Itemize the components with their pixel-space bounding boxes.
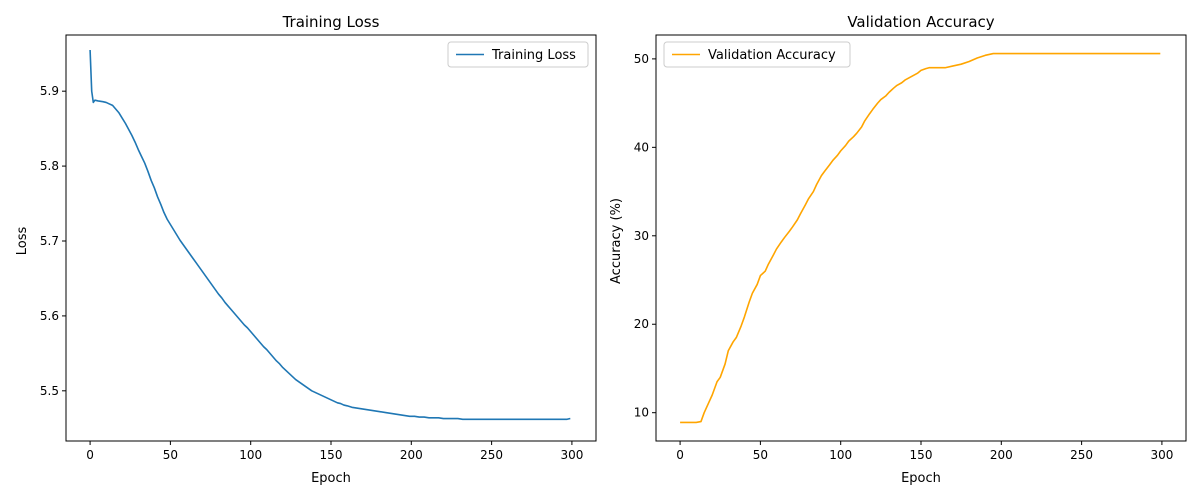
plot-area: 0 50 100 150 200 250 300 10 20 30 40 50 Validation A…: [634, 34, 1187, 462]
x-axis-label: Epoch: [311, 471, 351, 486]
training-loss-panel: Training Loss Epoch Loss 0 50 100 150 200 250…: [15, 13, 597, 486]
x-axis-label: Epoch: [901, 471, 941, 486]
x-tick-label: 200: [400, 448, 423, 462]
series-line: [680, 52, 1161, 424]
legend-box: [447, 41, 589, 68]
x-tick-label: 0: [676, 448, 684, 462]
x-tick-label: 100: [239, 448, 262, 462]
x-tick-label: 250: [480, 448, 503, 462]
y-axis-label: Accuracy (%): [609, 198, 624, 284]
y-tick-label: 5.5: [40, 384, 59, 398]
x-tick-label: 150: [320, 448, 343, 462]
y-tick-label: 30: [634, 229, 649, 243]
x-tick-label: 150: [910, 448, 933, 462]
x-tick-label: 100: [829, 448, 852, 462]
y-tick-label: 40: [634, 140, 649, 154]
y-tick-label: 5.6: [40, 309, 59, 323]
y-axis-label: Loss: [15, 227, 30, 256]
series-line: [89, 49, 571, 421]
y-tick-label: 5.7: [40, 234, 59, 248]
y-tick-label: 50: [634, 52, 649, 66]
axes-frame: [655, 34, 1187, 442]
x-tick-label: 0: [86, 448, 94, 462]
y-tick-label: 10: [634, 406, 649, 420]
x-tick-label: 50: [163, 448, 178, 462]
x-tick-label: 50: [753, 448, 768, 462]
x-tick-label: 250: [1070, 448, 1093, 462]
validation-accuracy-panel: Validation Accuracy Epoch Accuracy (%) 0…: [609, 13, 1187, 486]
chart-title: Validation Accuracy: [847, 13, 994, 31]
y-tick-label: 20: [634, 317, 649, 331]
chart-title: Training Loss: [282, 13, 380, 31]
y-tick-label: 5.9: [40, 84, 59, 98]
legend-box: [663, 41, 851, 68]
x-tick-label: 300: [560, 448, 583, 462]
x-tick-label: 200: [990, 448, 1013, 462]
y-tick-label: 5.8: [40, 159, 59, 173]
plot-area: 0 50 100 150 200 250 300 5.5 5.6 5.7 5.8 5.9 Trainin…: [40, 34, 597, 462]
legend-label: Training Loss: [491, 48, 576, 63]
axes-frame: [65, 34, 597, 442]
x-tick-label: 300: [1150, 448, 1173, 462]
legend-label: Validation Accuracy: [708, 48, 836, 63]
